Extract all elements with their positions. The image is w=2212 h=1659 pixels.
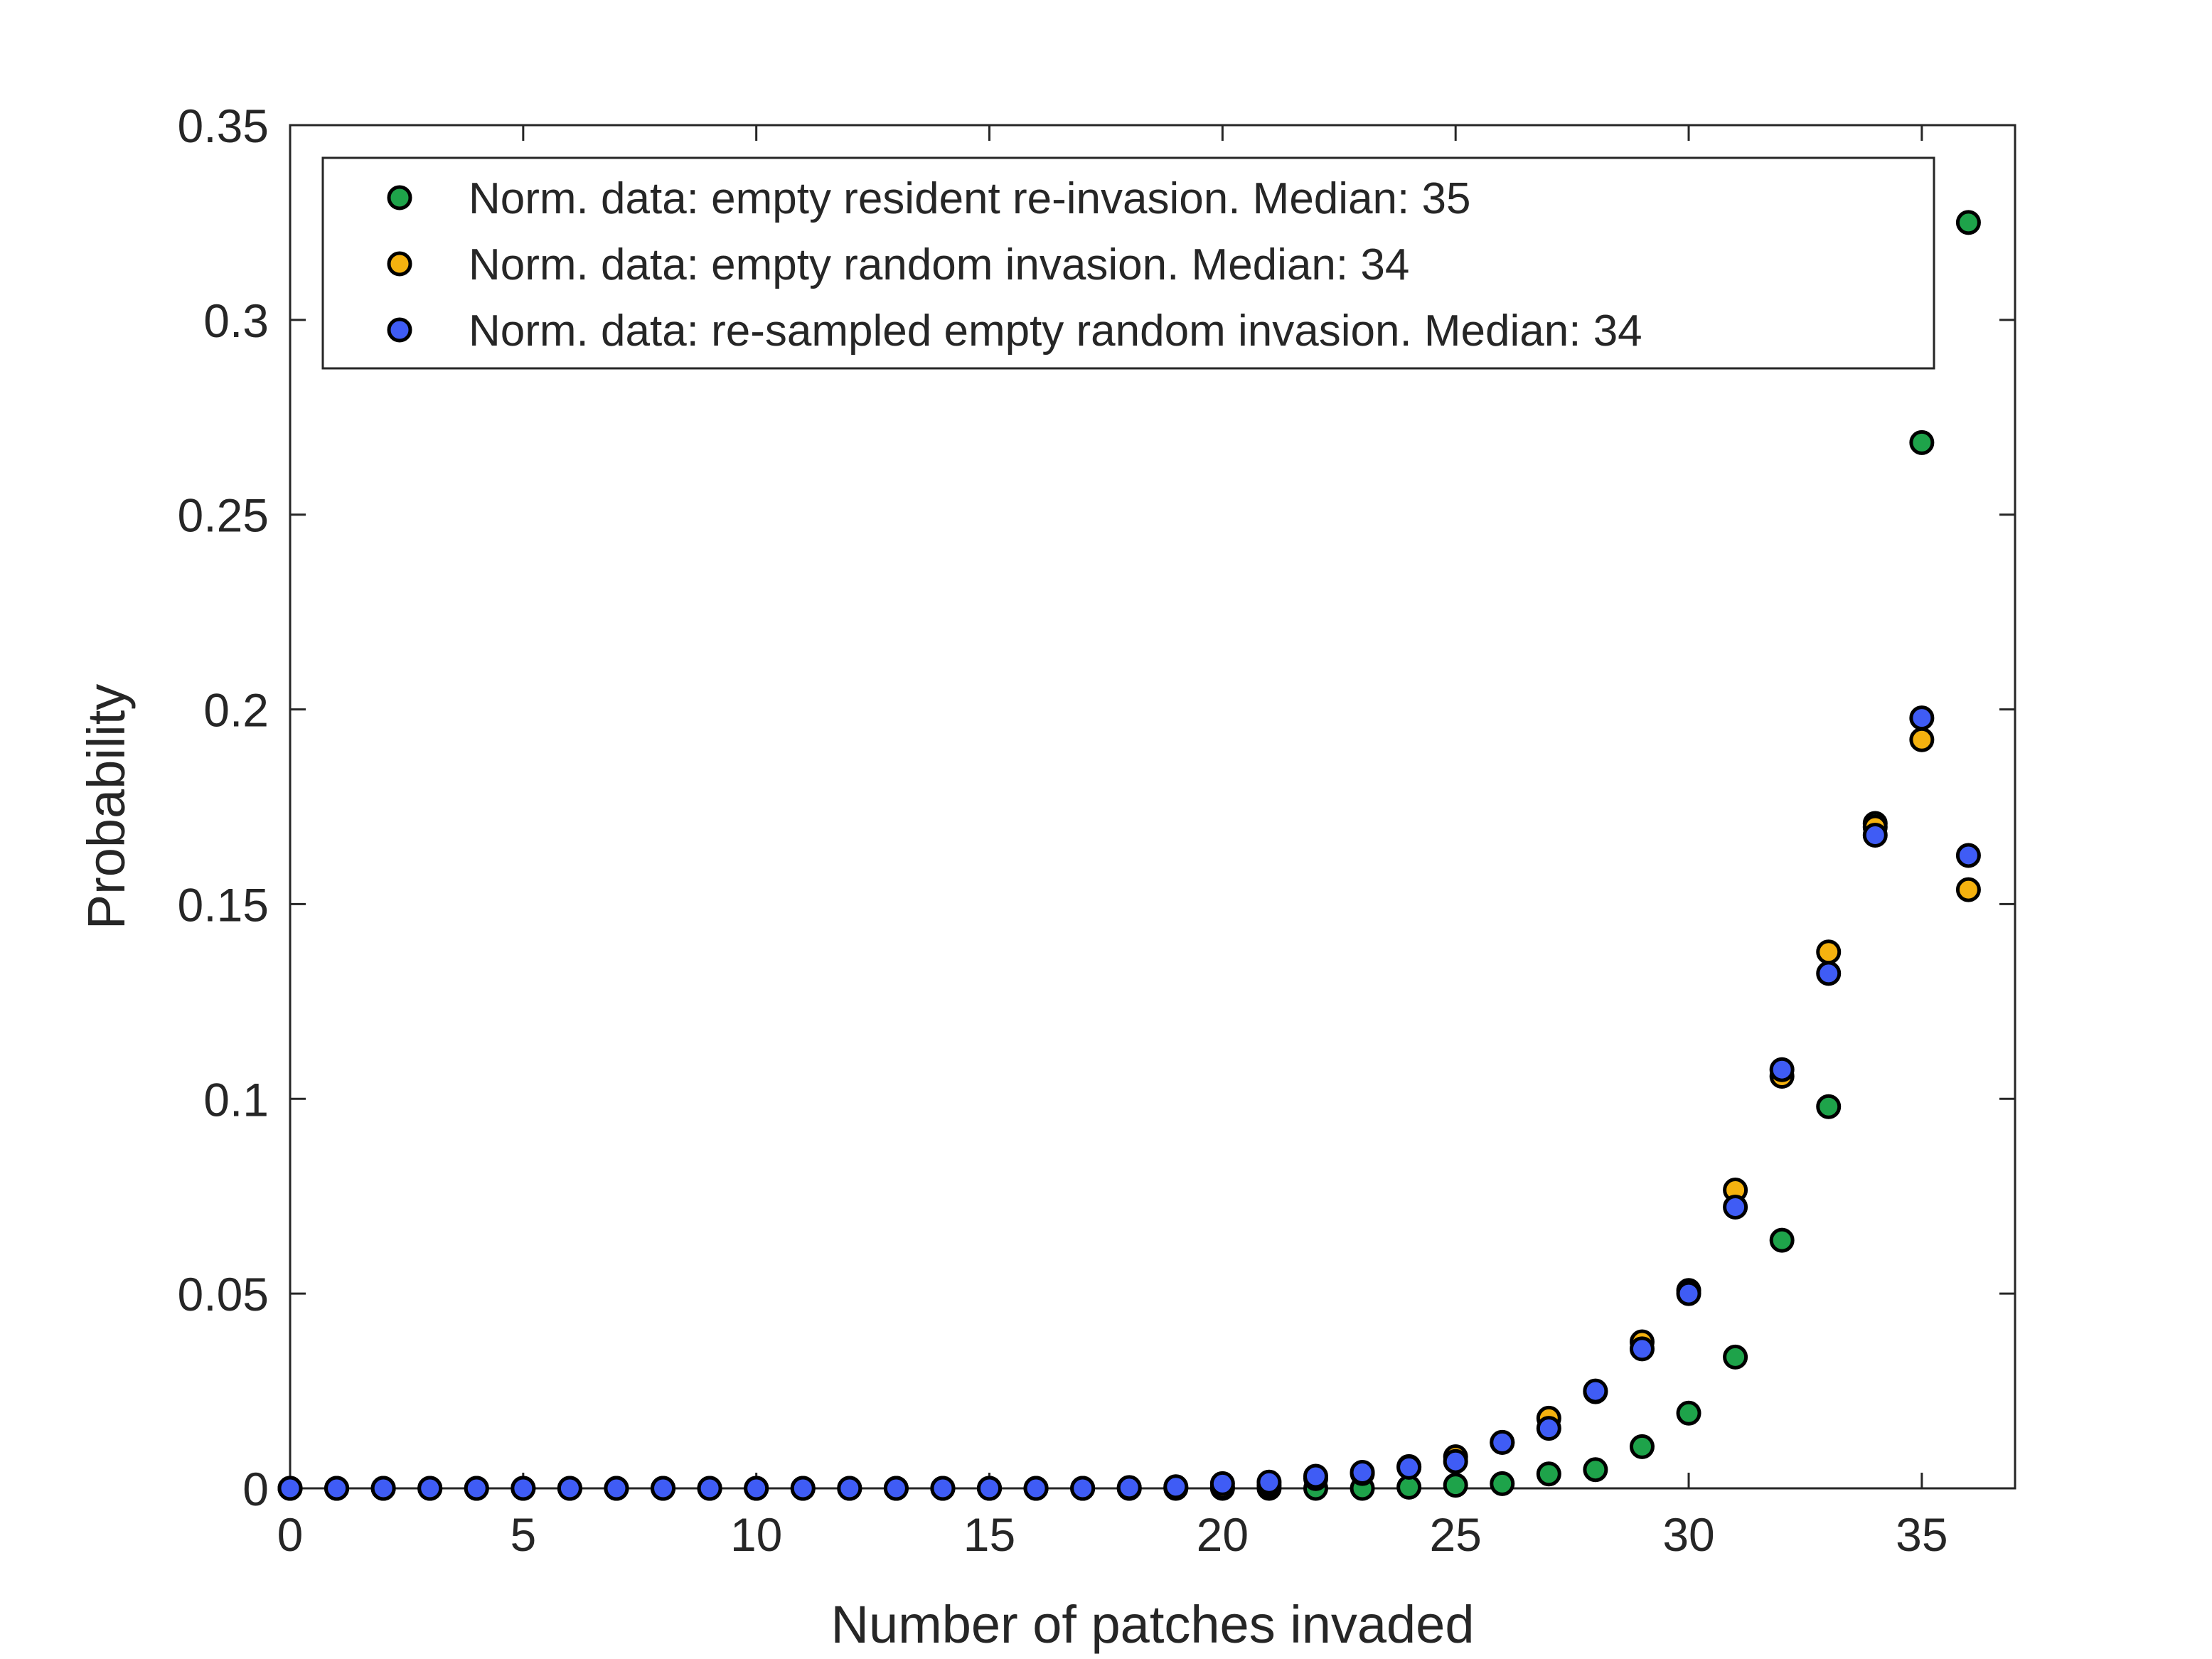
data-point — [1816, 1094, 1842, 1119]
data-point — [1955, 877, 1981, 902]
y-axis-label: Probability — [77, 684, 136, 930]
data-point — [1676, 1281, 1701, 1306]
legend-entry: Norm. data: re-sampled empty random inva… — [469, 306, 1642, 356]
x-tick-label: 35 — [1896, 1508, 1947, 1561]
data-point — [1816, 961, 1842, 986]
y-tick-label: 0.1 — [203, 1073, 269, 1126]
data-point — [930, 1476, 956, 1501]
x-tick-label: 25 — [1429, 1508, 1481, 1561]
data-point — [1955, 210, 1981, 235]
legend-marker — [387, 317, 412, 343]
data-point — [417, 1476, 443, 1501]
data-point — [464, 1476, 489, 1501]
y-tick-label: 0 — [242, 1463, 269, 1515]
data-point — [651, 1476, 676, 1501]
legend-marker — [387, 251, 412, 277]
data-point — [1536, 1461, 1561, 1487]
x-axis-label: Number of patches invaded — [831, 1595, 1475, 1654]
data-point — [277, 1476, 303, 1501]
data-point — [1629, 1336, 1655, 1362]
data-point — [324, 1476, 350, 1501]
data-point — [1490, 1429, 1515, 1455]
data-point — [511, 1476, 536, 1501]
data-point — [1723, 1344, 1748, 1370]
data-point — [1629, 1434, 1655, 1459]
x-tick-label: 20 — [1197, 1508, 1249, 1561]
legend-box — [321, 156, 1935, 370]
y-tick-label: 0.35 — [178, 100, 269, 152]
data-point — [1396, 1454, 1422, 1480]
x-tick-label: 15 — [963, 1508, 1015, 1561]
data-point — [1909, 705, 1935, 731]
data-point — [977, 1476, 1003, 1501]
legend: Norm. data: empty resident re-invasion. … — [321, 156, 1935, 370]
data-point — [1583, 1378, 1608, 1404]
data-point — [1443, 1473, 1468, 1498]
data-point — [370, 1476, 396, 1501]
data-point — [1769, 1227, 1795, 1253]
data-point — [557, 1476, 582, 1501]
data-point — [1676, 1400, 1701, 1426]
data-point — [1163, 1474, 1189, 1500]
data-point — [1070, 1476, 1096, 1501]
data-point — [1536, 1416, 1561, 1441]
x-tick-label: 0 — [277, 1508, 304, 1561]
data-point — [1723, 1195, 1748, 1220]
y-tick-label: 0.15 — [178, 878, 269, 931]
data-point — [1816, 939, 1842, 965]
data-point — [1862, 822, 1888, 848]
data-point — [1769, 1057, 1795, 1082]
series-3 — [277, 705, 1981, 1501]
y-tick-label: 0.3 — [203, 294, 269, 347]
data-points — [277, 210, 1981, 1501]
x-tick-label: 30 — [1662, 1508, 1714, 1561]
data-point — [837, 1476, 862, 1501]
data-point — [1116, 1475, 1142, 1500]
x-tick-label: 5 — [510, 1508, 536, 1561]
data-point — [1443, 1449, 1468, 1474]
data-point — [1909, 430, 1935, 455]
data-point — [1909, 727, 1935, 752]
data-point — [1209, 1471, 1235, 1496]
data-point — [1303, 1463, 1328, 1489]
data-point — [1023, 1476, 1049, 1501]
legend-entry: Norm. data: empty resident re-invasion. … — [469, 174, 1470, 223]
y-tick-label: 0.2 — [203, 684, 269, 737]
legend-entry: Norm. data: empty random invasion. Media… — [469, 240, 1409, 289]
data-point — [883, 1476, 909, 1501]
data-point — [1583, 1457, 1608, 1483]
data-point — [697, 1476, 722, 1501]
data-point — [790, 1476, 816, 1501]
data-point — [1350, 1460, 1375, 1485]
y-tick-label: 0.25 — [178, 489, 269, 542]
data-point — [1256, 1469, 1282, 1495]
data-point — [604, 1476, 629, 1501]
y-tick-label: 0.05 — [178, 1268, 269, 1321]
data-point — [1955, 843, 1981, 868]
x-tick-label: 10 — [730, 1508, 782, 1561]
legend-marker — [387, 185, 412, 210]
data-point — [1490, 1471, 1515, 1496]
data-point — [744, 1476, 769, 1501]
